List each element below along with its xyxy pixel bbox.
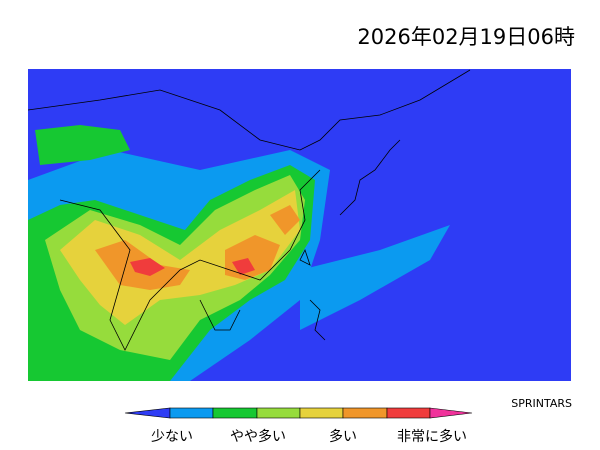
map xyxy=(28,69,571,381)
legend-label: 少ない xyxy=(151,429,193,445)
legend-label: やや多い xyxy=(230,428,286,445)
credit: SPRINTARS xyxy=(511,397,572,410)
title: 2026年02月19日06時 xyxy=(357,25,575,49)
legend-label: 非常に多い xyxy=(397,428,467,445)
legend-label: 多い xyxy=(329,428,357,445)
color-bar xyxy=(124,407,473,419)
